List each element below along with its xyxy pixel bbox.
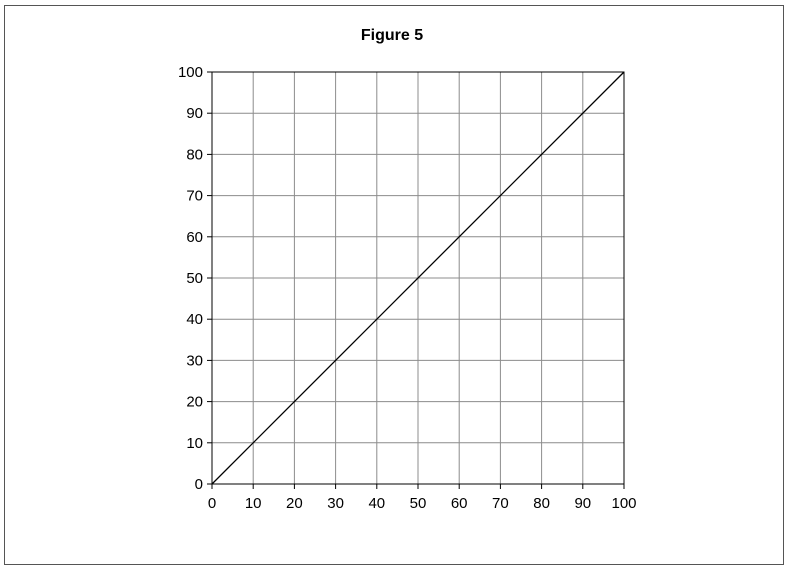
x-tick-label-0: 0: [208, 495, 216, 512]
y-tick-label-40: 40: [186, 311, 203, 328]
tick-labels: 0 10 20 30 40 50 60 70 80 90 100 0 10 20 30 40 50 60 70 80 9…: [178, 64, 637, 512]
chart-title: Figure 5: [361, 27, 423, 44]
figure-frame: [4, 5, 784, 565]
axes: [207, 71, 625, 489]
y-tick-label-100: 100: [178, 64, 203, 81]
series-layer: [211, 71, 625, 485]
y-tick-label-60: 60: [186, 229, 203, 246]
x-tick-label-90: 90: [574, 495, 591, 512]
series-line-0: [211, 71, 625, 485]
x-tick-label-40: 40: [368, 495, 385, 512]
y-tick-label-20: 20: [186, 394, 203, 411]
y-tick-label-0: 0: [195, 476, 203, 493]
y-tick-label-30: 30: [186, 352, 203, 369]
x-tick-label-60: 60: [451, 495, 468, 512]
x-tick-label-70: 70: [492, 495, 509, 512]
x-tick-label-20: 20: [286, 495, 303, 512]
x-tick-label-100: 100: [611, 495, 636, 512]
y-tick-label-10: 10: [186, 435, 203, 452]
x-tick-label-10: 10: [245, 495, 262, 512]
y-tick-label-90: 90: [186, 105, 203, 122]
y-tick-label-80: 80: [186, 146, 203, 163]
y-tick-label-50: 50: [186, 270, 203, 287]
x-tick-label-30: 30: [327, 495, 344, 512]
x-tick-label-50: 50: [410, 495, 427, 512]
x-tick-label-80: 80: [533, 495, 550, 512]
y-tick-label-70: 70: [186, 188, 203, 205]
